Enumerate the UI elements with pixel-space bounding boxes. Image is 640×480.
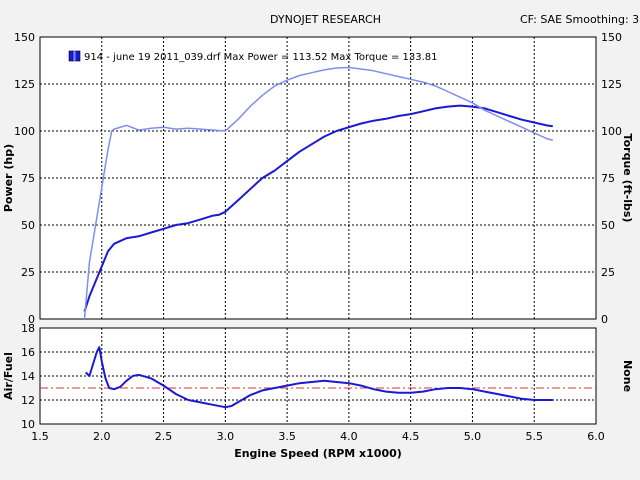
rpm-axis-ticks: 1.5 2.0 2.5 3.0 3.5 4.0 4.5 5.0 5.5 6.0 — [31, 430, 605, 443]
air-fuel-tick-label: 18 — [21, 322, 35, 335]
power-axis-label: Power (hp) — [2, 144, 15, 212]
power-axis-ticks: 0 25 50 75 100 125 150 — [14, 31, 35, 326]
power-curve-line — [83, 104, 553, 312]
x-tick-label: 1.5 — [31, 430, 49, 443]
legend-text: 914 - june 19 2011_039.drf Max Power = 1… — [84, 52, 438, 63]
x-tick-label: 5.0 — [464, 430, 482, 443]
x-tick-label: 4.0 — [340, 430, 358, 443]
air-fuel-tick-label: 12 — [21, 394, 35, 407]
power-tick-label: 50 — [21, 219, 35, 232]
x-tick-label: 3.0 — [217, 430, 235, 443]
air-fuel-axis-label: Air/Fuel — [2, 352, 15, 400]
chart-header-title: DYNOJET RESEARCH — [270, 13, 381, 26]
torque-tick-label: 125 — [601, 78, 622, 91]
power-torque-series — [83, 66, 554, 320]
air-fuel-tick-label: 10 — [21, 418, 35, 431]
x-tick-label: 6.0 — [587, 430, 605, 443]
torque-tick-label: 100 — [601, 125, 622, 138]
torque-axis-ticks: 0 25 50 75 100 125 150 — [601, 31, 622, 326]
x-tick-label: 2.5 — [155, 430, 173, 443]
torque-axis-label: Torque (ft-lbs) — [621, 134, 634, 223]
power-tick-label: 150 — [14, 31, 35, 44]
power-tick-label: 0 — [28, 313, 35, 326]
x-tick-label: 4.5 — [402, 430, 420, 443]
air-fuel-series — [40, 346, 596, 409]
chart-header-settings: CF: SAE Smoothing: 3 — [520, 13, 640, 26]
air-fuel-right-axis-label: None — [621, 360, 634, 392]
air-fuel-curve-line — [85, 346, 553, 409]
air-fuel-grid — [40, 328, 596, 424]
power-tick-label: 75 — [21, 172, 35, 185]
torque-curve-line — [83, 66, 554, 320]
x-tick-label: 2.0 — [93, 430, 111, 443]
x-tick-label: 3.5 — [278, 430, 296, 443]
torque-tick-label: 75 — [601, 172, 615, 185]
air-fuel-tick-label: 14 — [21, 370, 35, 383]
power-tick-label: 125 — [14, 78, 35, 91]
x-tick-label: 5.5 — [525, 430, 543, 443]
rpm-axis-label: Engine Speed (RPM x1000) — [234, 447, 402, 460]
torque-tick-label: 25 — [601, 266, 615, 279]
torque-tick-label: 150 — [601, 31, 622, 44]
air-fuel-axis-ticks: 10 12 14 16 18 — [21, 322, 35, 431]
power-tick-label: 25 — [21, 266, 35, 279]
torque-tick-label: 0 — [601, 313, 608, 326]
power-tick-label: 100 — [14, 125, 35, 138]
power-torque-grid — [40, 37, 596, 319]
air-fuel-tick-label: 16 — [21, 346, 35, 359]
torque-tick-label: 50 — [601, 219, 615, 232]
